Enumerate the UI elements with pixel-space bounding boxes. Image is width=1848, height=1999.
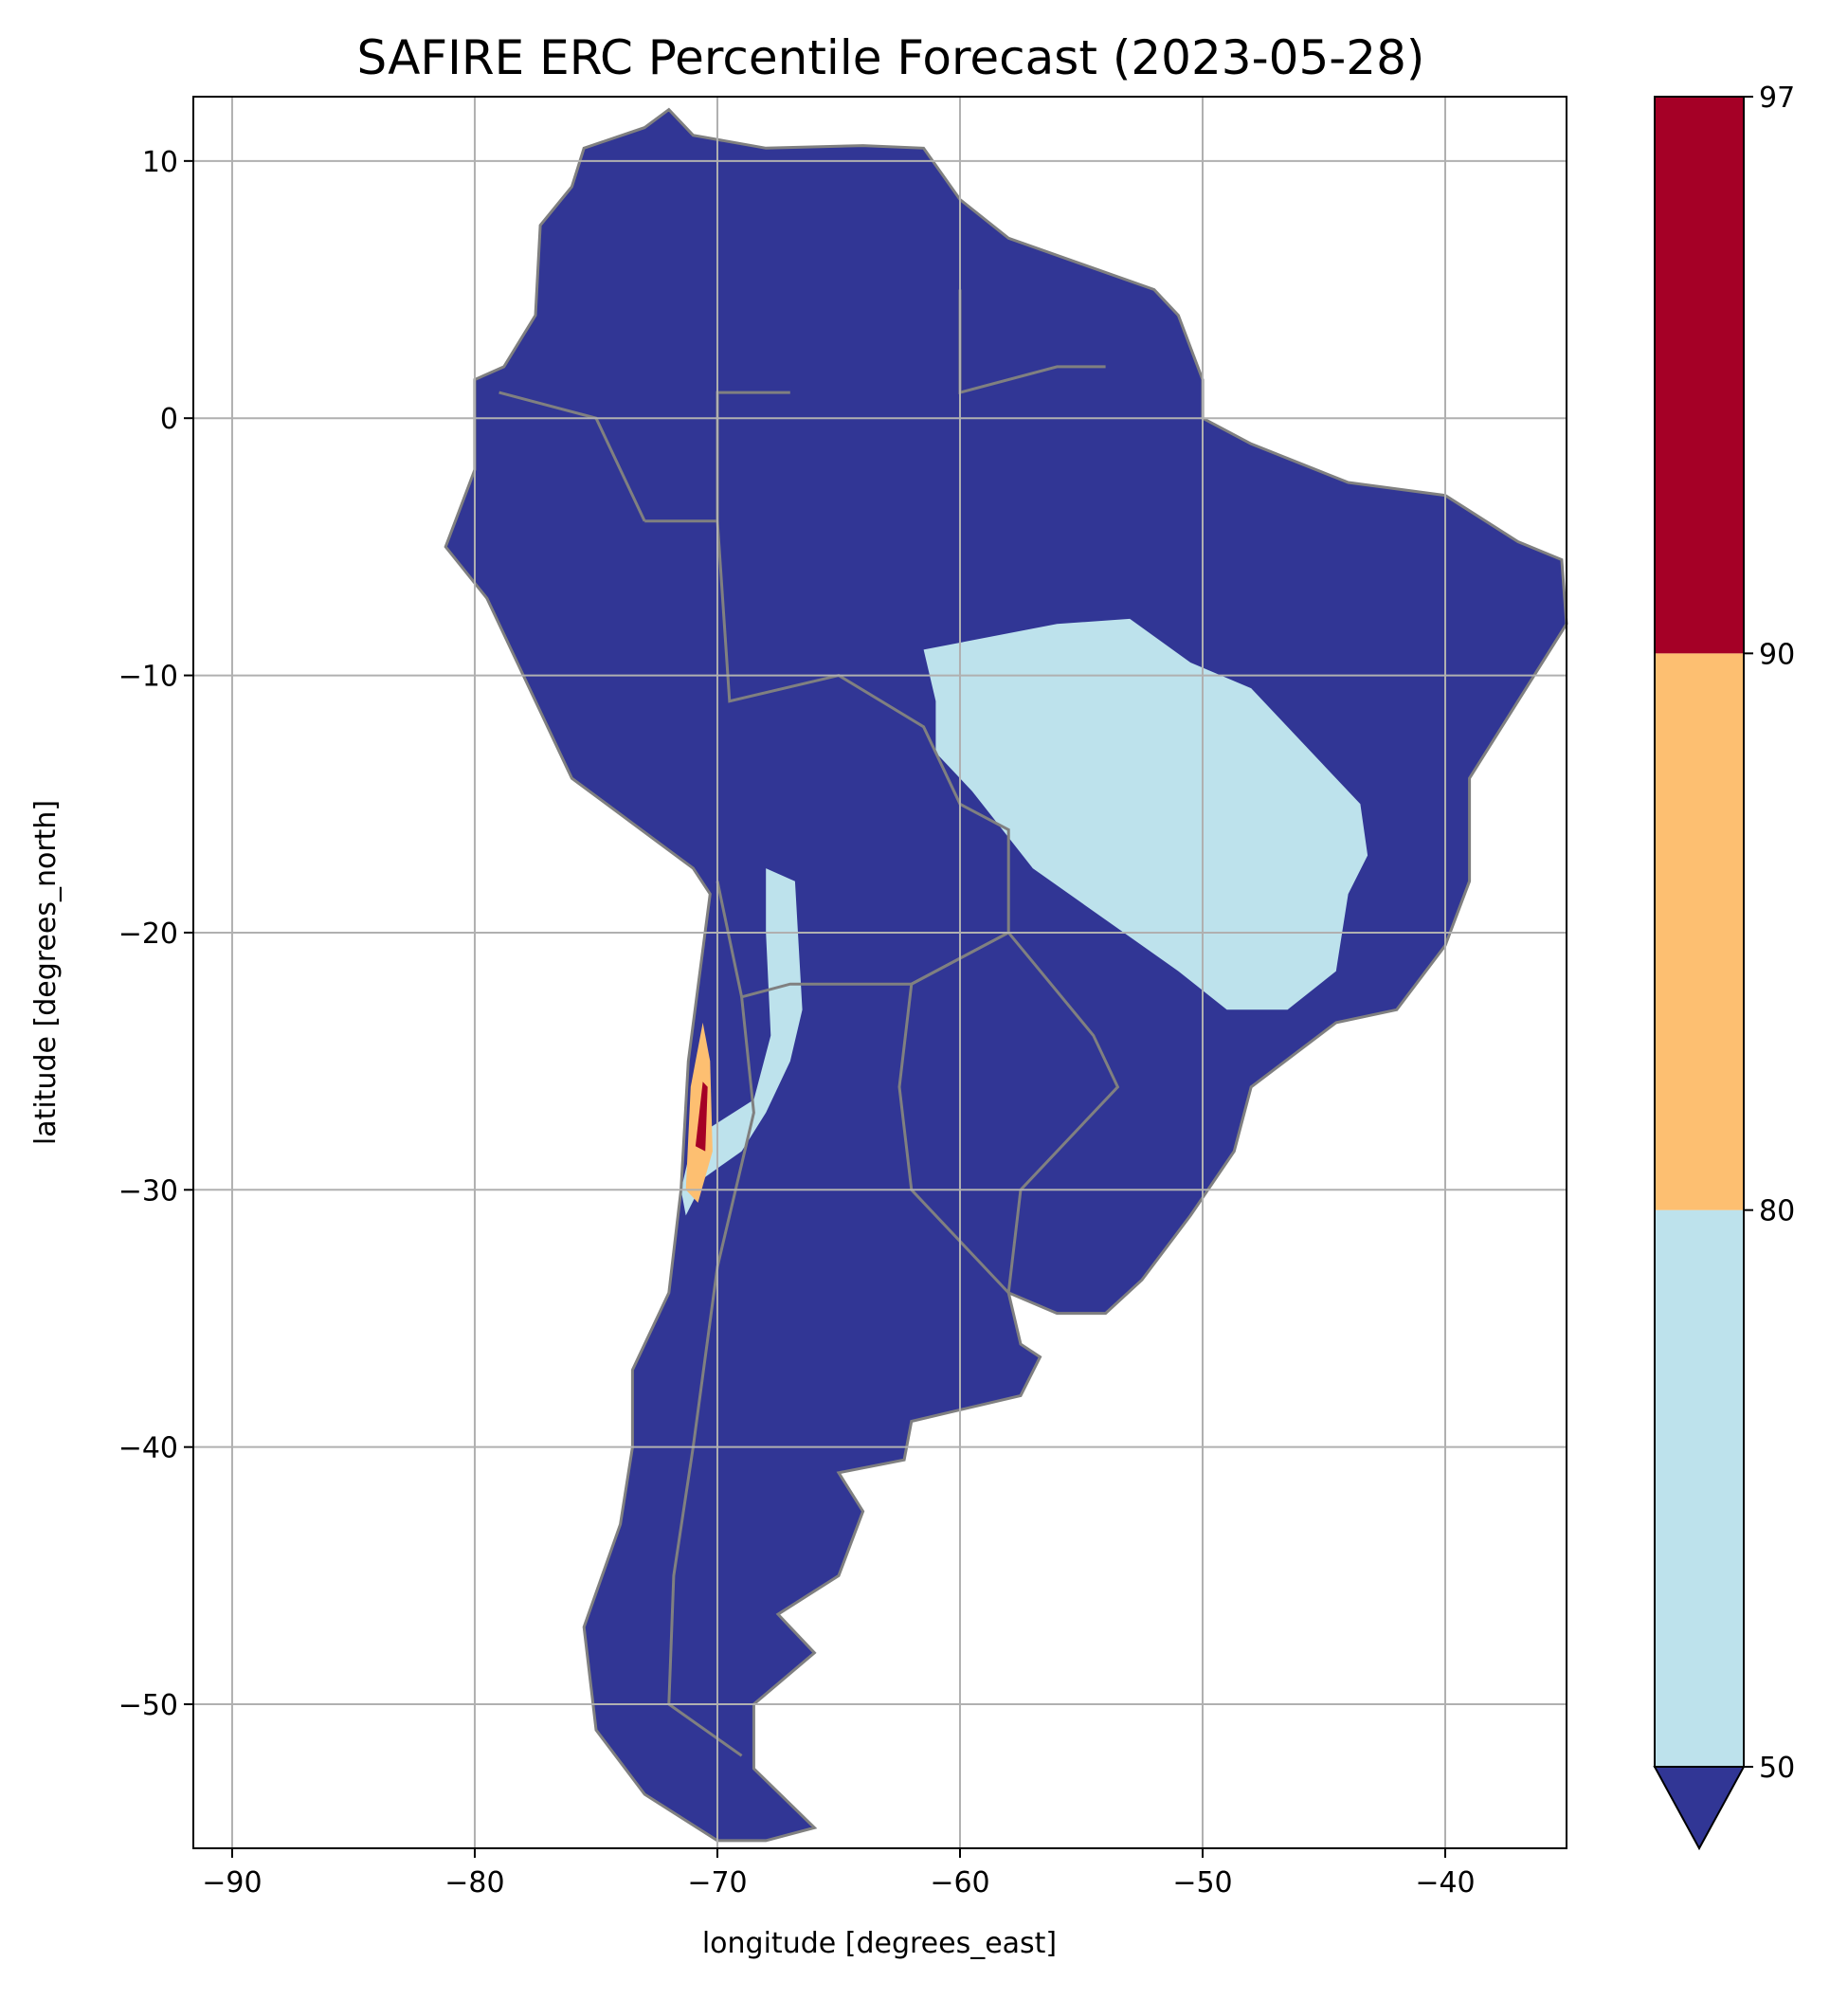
x-tick-label: −40 [1415,1866,1475,1899]
y-axis-label: latitude [degrees_north] [29,800,63,1145]
region-80-90-chile [685,1022,713,1203]
x-tick-label: −50 [1172,1866,1232,1899]
country-border [1006,931,1120,1294]
y-tick-label: 0 [160,403,178,436]
land-below-50 [445,109,1567,1841]
colorbar-tick-label: 50 [1759,1752,1795,1785]
region-50-80-brazil [923,618,1368,1010]
colorbar-segment [1655,653,1744,1210]
colorbar-frame [1654,96,1745,1768]
region-90-97-chile [695,1081,708,1152]
x-tick-label: −90 [202,1866,262,1899]
y-tick-label: 10 [142,146,178,179]
colorbar-segment [1655,1209,1744,1767]
y-tick-label: −40 [118,1432,178,1465]
colorbar-extend-min [1653,1766,1746,1851]
x-tick-label: −60 [930,1866,989,1899]
y-tick-label: −30 [118,1174,178,1208]
country-border [644,519,1010,986]
colorbar-tick-label: 90 [1759,638,1795,671]
map-plot-area [193,97,1568,1848]
y-tick-label: −20 [118,918,178,951]
colorbar-segment [1655,97,1744,654]
x-tick-label: −80 [444,1866,504,1899]
chart-title: SAFIRE ERC Percentile Forecast (2023-05-… [357,30,1425,85]
coastline [444,107,1568,1843]
colorbar-tick-label: 97 [1759,82,1795,115]
y-tick-label: −10 [118,661,178,694]
axes-frame [192,96,1567,1849]
y-tick-label: −50 [118,1689,178,1722]
x-tick-label: −70 [687,1866,747,1899]
colorbar: 50 80 90 97 [1653,82,1795,1851]
colorbar-tick-label: 80 [1759,1195,1795,1228]
country-border [716,881,744,998]
x-axis-label: longitude [degrees_east] [702,1927,1057,1960]
